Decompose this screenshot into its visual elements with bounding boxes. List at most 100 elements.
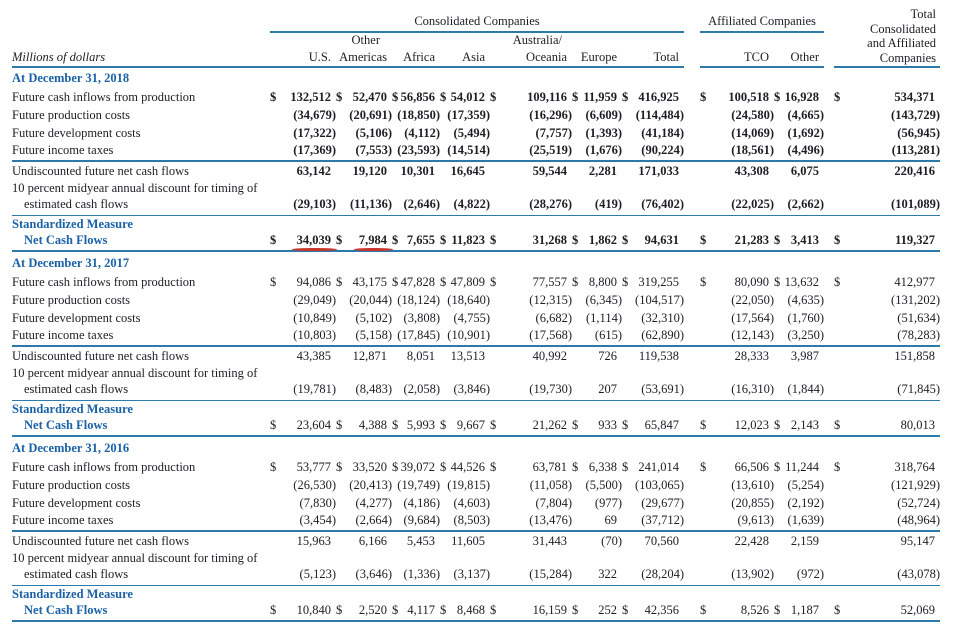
cell-value: (615)	[594, 328, 622, 342]
cell-other: (1,692)	[774, 125, 824, 141]
cell-us: (17,369)	[270, 142, 336, 158]
cell-value: (13,610)	[731, 478, 774, 492]
cell-grand-total: (43,078)	[834, 566, 940, 582]
dollar-sign: $	[270, 460, 277, 474]
cell-africa: (2,058)	[392, 381, 440, 397]
section-title: At December 31, 2017	[12, 256, 130, 270]
dollar-sign: $	[572, 603, 579, 617]
cell-value: 100,518	[728, 90, 769, 104]
cell-other-americas: (8,483)	[336, 381, 392, 397]
cell-value: 43,308	[734, 164, 769, 178]
cell-australia-oceania: (13,476)	[490, 512, 572, 528]
cell-total: 119,538	[622, 348, 684, 364]
cell-value: 43,385	[296, 349, 331, 363]
cell-total: (53,691)	[622, 381, 684, 397]
cell-value: (14,069)	[731, 126, 774, 140]
cell-europe: (70)	[572, 533, 622, 549]
cell-value: (22,050)	[731, 293, 774, 307]
cell-us: (34,679)	[270, 107, 336, 123]
cell-value: (62,890)	[641, 328, 684, 342]
cell-value: (8,483)	[355, 382, 392, 396]
cell-value: (14,514)	[447, 143, 490, 157]
cell-value: 23,604	[296, 418, 331, 432]
dollar-sign: $	[440, 275, 447, 289]
cell-asia: (3,846)	[440, 381, 490, 397]
cell-value: (8,503)	[453, 513, 490, 527]
cell-value: (10,901)	[447, 328, 490, 342]
group-header-affiliated: Affiliated Companies	[700, 14, 824, 33]
cell-asia: (4,755)	[440, 310, 490, 326]
cell-value: (16,310)	[731, 382, 774, 396]
cell-value: (2,662)	[787, 197, 824, 211]
cell-asia: $11,823	[440, 232, 490, 248]
cell-europe: 69	[572, 512, 622, 528]
table-row: 10 percent midyear annual discount for t…	[12, 180, 940, 216]
cell-value: (17,369)	[293, 143, 336, 157]
cell-australia-oceania: $21,262	[490, 417, 572, 433]
cell-africa: $5,993	[392, 417, 440, 433]
dollar-sign: $	[336, 233, 343, 247]
table-row: Undiscounted future net cash flows 43,385…	[12, 347, 940, 365]
cell-grand-total: (52,724)	[834, 495, 940, 511]
cell-asia: 13,513	[440, 348, 490, 364]
cell-other-americas: 12,871	[336, 348, 392, 364]
group-header-grand-total-line: Consolidated	[870, 21, 936, 36]
dollar-sign: $	[834, 233, 841, 247]
cell-value: 66,506	[734, 460, 769, 474]
cell-value: (6,682)	[535, 311, 572, 325]
cell-value: 31,443	[532, 534, 567, 548]
cell-value: 28,333	[734, 349, 769, 363]
cell-value: 59,544	[532, 164, 567, 178]
cell-other-americas: (2,664)	[336, 512, 392, 528]
cell-africa: (4,186)	[392, 495, 440, 511]
cell-value: (7,830)	[299, 496, 336, 510]
cell-grand-total: 220,416	[834, 163, 940, 179]
cell-value: (11,136)	[349, 197, 392, 211]
cell-africa: (1,336)	[392, 566, 440, 582]
cell-grand-total: $52,069	[834, 602, 940, 618]
cell-value: (11,058)	[529, 478, 572, 492]
dollar-sign: $	[622, 233, 629, 247]
cell-australia-oceania: $31,268	[490, 232, 572, 248]
cell-value: 10,301	[400, 164, 435, 178]
cell-value: (4,665)	[787, 108, 824, 122]
cell-value: (71,845)	[897, 382, 940, 396]
cell-value: (18,561)	[731, 143, 774, 157]
row-label: Undiscounted future net cash flows	[12, 164, 190, 178]
cell-value: (4,603)	[453, 496, 490, 510]
cell-us: $10,840	[270, 602, 336, 618]
cell-grand-total: (51,634)	[834, 310, 940, 326]
cell-asia: $44,526	[440, 459, 490, 475]
cell-value: 34,039	[291, 232, 338, 251]
cell-value: (17,359)	[447, 108, 490, 122]
cell-total: $416,925	[622, 89, 684, 105]
dollar-sign: $	[440, 460, 447, 474]
row-label: Future development costs	[12, 311, 141, 325]
dollar-sign: $	[834, 418, 841, 432]
cell-tco: (24,580)	[700, 107, 774, 123]
cell-australia-oceania: (7,804)	[490, 495, 572, 511]
cell-value: 65,847	[644, 418, 679, 432]
column-header-asia: Asia	[462, 50, 485, 64]
column-header-other-americas-top: Other	[351, 33, 380, 47]
cell-value: (51,634)	[897, 311, 940, 325]
dollar-sign: $	[700, 275, 707, 289]
cell-value: 63,781	[532, 460, 567, 474]
cell-value: (972)	[796, 567, 824, 581]
dollar-sign: $	[774, 90, 781, 104]
cell-value: (28,276)	[529, 197, 572, 211]
dollar-sign: $	[774, 418, 781, 432]
cell-asia: $8,468	[440, 602, 490, 618]
group-header-grand-total-line: Companies	[879, 50, 936, 65]
cell-value: 7,655	[406, 233, 435, 247]
cell-value: (6,345)	[585, 293, 622, 307]
cell-value: (4,112)	[404, 126, 440, 140]
table-row: Future production costs (34,679) (20,691) (…	[12, 106, 940, 124]
cell-asia: (8,503)	[440, 512, 490, 528]
cell-us: (10,849)	[270, 310, 336, 326]
dollar-sign: $	[774, 233, 781, 247]
cell-other-americas: 19,120	[336, 163, 392, 179]
row-label: 10 percent midyear annual discount for t…	[12, 181, 258, 211]
cell-value: 8,800	[588, 275, 617, 289]
cell-value: (4,277)	[355, 496, 392, 510]
